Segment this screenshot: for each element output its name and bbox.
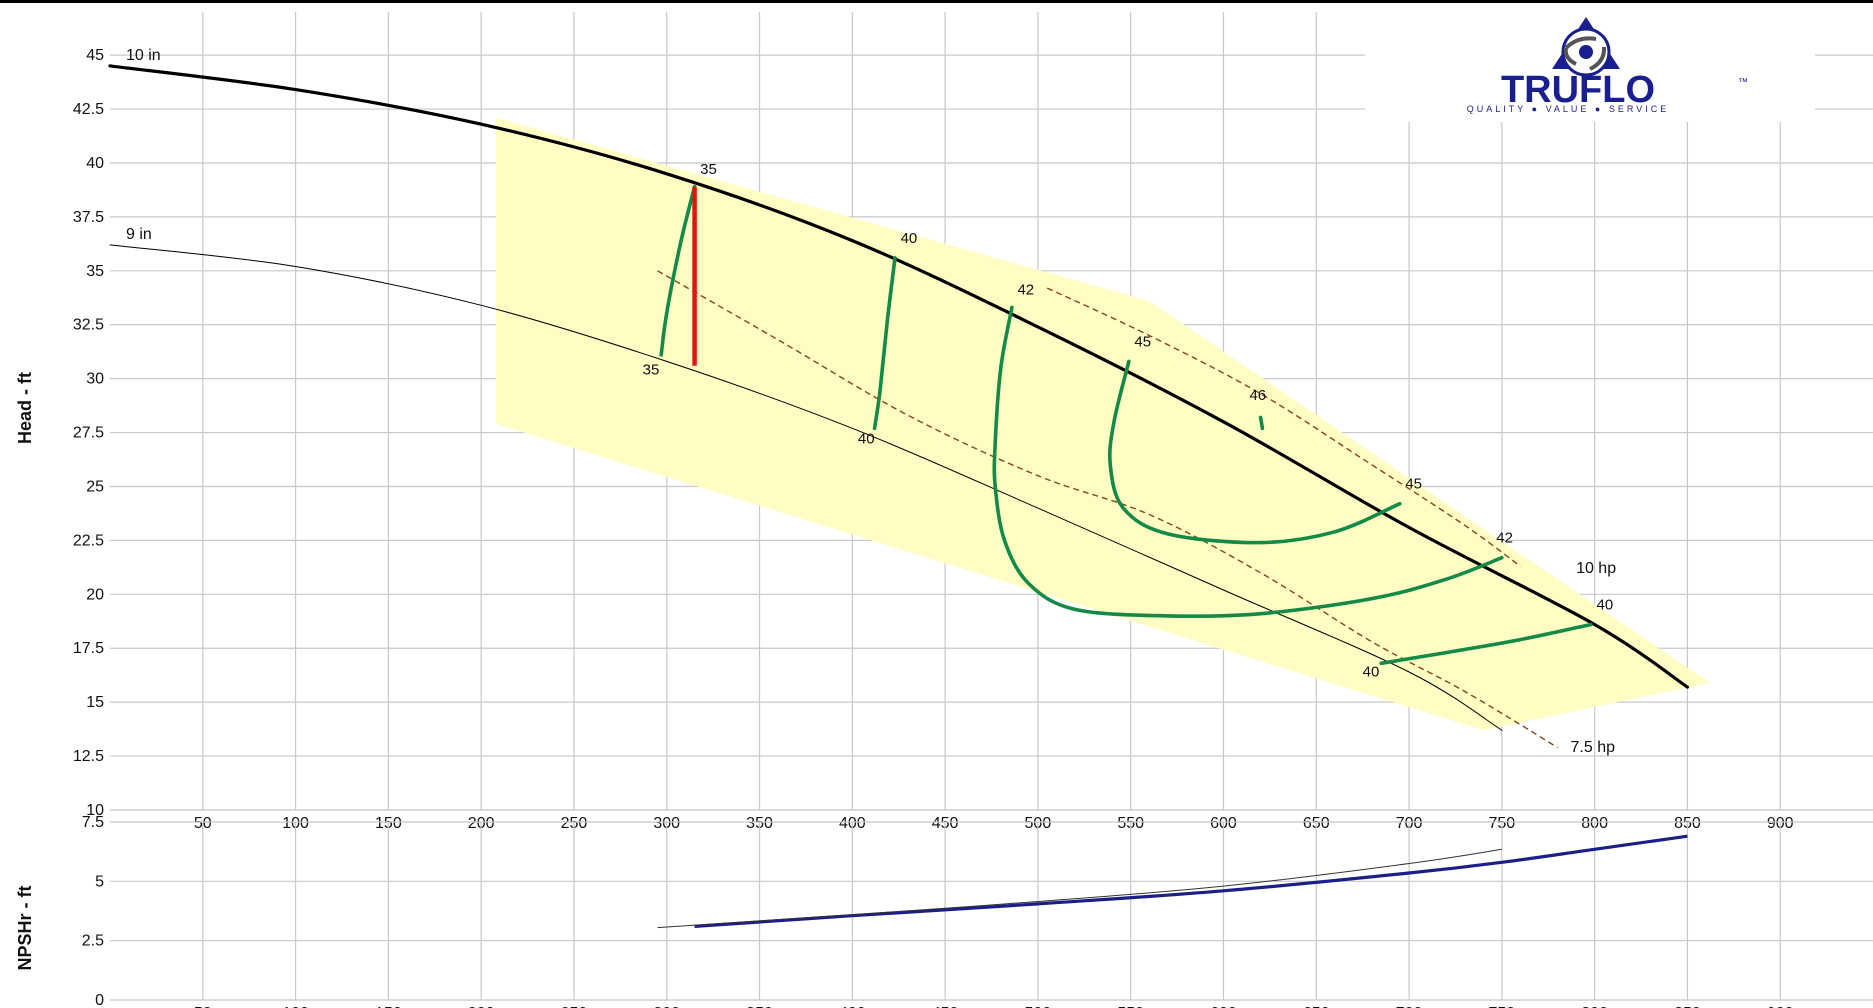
npsh-x-tick-500: 500 — [1025, 1005, 1052, 1008]
impeller-curve-10-in — [108, 64, 1689, 689]
efficiency-curves-layer — [659, 184, 1593, 666]
npsh-axis-title-text: NPSHr - ft — [15, 885, 35, 970]
efficiency-label-40-3: 40 — [858, 430, 875, 447]
head-y-tick-17-5: 17.5 — [73, 640, 104, 657]
efficiency-curve-40-5 — [1379, 622, 1593, 666]
npsh-axis-title: NPSHr - ft — [15, 885, 35, 970]
npsh-y-tick-2-5: 2.5 — [82, 933, 104, 950]
logo-impeller-vane-icon — [1563, 36, 1607, 71]
labels-layer: 10 in 9 in 10 hp 7.5 hp 35 35 40 40 42 45 46 45 42 40… — [126, 47, 1616, 756]
npsh-x-tick-100: 100 — [282, 1005, 309, 1008]
npsh-x-tick-300: 300 — [653, 1005, 680, 1008]
impeller-curves-layer — [108, 64, 1689, 731]
efficiency-curve-42-2 — [992, 305, 1504, 619]
efficiency-label-40-10: 40 — [1363, 663, 1380, 680]
npsh-x-tick-650: 650 — [1303, 1005, 1330, 1008]
npsh-x-tick-150: 150 — [375, 1005, 402, 1008]
npsh-x-tick-750: 750 — [1488, 1005, 1515, 1008]
npsh-x-tick-550: 550 — [1117, 1005, 1144, 1008]
npsh-x-tick-200: 200 — [468, 1005, 495, 1008]
head-y-tick-32-5: 32.5 — [73, 317, 104, 334]
npsh-x-tick-250: 250 — [561, 1005, 588, 1008]
operating-envelope-layer — [496, 117, 1710, 731]
head-y-tick-30: 30 — [86, 371, 104, 388]
top-border — [0, 0, 1873, 3]
power-curve-10-hp — [1046, 287, 1521, 567]
npsh-y-tick-5: 5 — [95, 873, 104, 890]
logo-tagline: QUALITY ● VALUE ● SERVICE — [1467, 104, 1669, 114]
efficiency-curve-40-1 — [872, 256, 897, 431]
head-y-tick-20: 20 — [86, 586, 104, 603]
head-y-tick-45: 45 — [86, 47, 104, 64]
npsh-x-tick-800: 800 — [1581, 1005, 1608, 1008]
efficiency-label-35-0: 35 — [700, 161, 717, 178]
head-y-tick-10: 10 — [86, 802, 104, 819]
impeller-curve-9-in — [109, 244, 1503, 731]
npsh-x-tick-400: 400 — [839, 1005, 866, 1008]
efficiency-label-45-7: 45 — [1405, 476, 1422, 493]
impeller-label-9-in: 9 in — [126, 226, 152, 243]
efficiency-curve-35-0 — [659, 184, 697, 357]
efficiency-label-42-8: 42 — [1496, 530, 1513, 547]
power-label-7-5-hp: 7.5 hp — [1571, 739, 1616, 756]
head-y-tick-25: 25 — [86, 478, 104, 495]
efficiency-curve-46-4 — [1258, 415, 1265, 431]
npsh-y-tick-0: 0 — [95, 992, 104, 1008]
npsh-x-tick-850: 850 — [1674, 1005, 1701, 1008]
npsh-x-tick-600: 600 — [1210, 1005, 1237, 1008]
head-y-tick-27-5: 27.5 — [73, 425, 104, 442]
head-axis-title: Head - ft — [15, 372, 35, 444]
operating-envelope — [496, 117, 1710, 731]
npsh-x-tick-350: 350 — [746, 1005, 773, 1008]
power-curves-layer — [657, 270, 1558, 749]
head-y-tick-35: 35 — [86, 263, 104, 280]
logo-trademark: ™ — [1738, 77, 1748, 88]
head-y-tick-37-5: 37.5 — [73, 209, 104, 226]
power-label-10-hp: 10 hp — [1576, 560, 1616, 577]
npsh-grid: 5010015020025030035040045050055060065070… — [82, 814, 1873, 1008]
efficiency-label-40-2: 40 — [901, 230, 918, 247]
npsh-curve-9-in — [657, 848, 1502, 929]
truflo-logo: TRUFLO ™ QUALITY ● VALUE ● SERVICE — [1365, 10, 1815, 122]
efficiency-label-42-4: 42 — [1017, 282, 1034, 299]
impeller-label-10-in: 10 in — [126, 47, 161, 64]
efficiency-label-35-1: 35 — [643, 361, 660, 378]
npsh-x-tick-50: 50 — [194, 1005, 212, 1008]
npsh-curve-10-in — [694, 834, 1688, 928]
power-curve-7-5-hp — [657, 270, 1558, 749]
head-y-tick-12-5: 12.5 — [73, 748, 104, 765]
efficiency-label-45-5: 45 — [1134, 333, 1151, 350]
npsh-y-tick-7-5: 7.5 — [82, 814, 104, 831]
logo-brand: TRUFLO — [1501, 69, 1655, 111]
npsh-x-tick-450: 450 — [932, 1005, 959, 1008]
efficiency-label-46-6: 46 — [1249, 387, 1266, 404]
logo-impeller-hub-icon — [1579, 45, 1593, 59]
head-y-tick-15: 15 — [86, 694, 104, 711]
npsh-curves-layer — [657, 834, 1688, 929]
efficiency-label-40-9: 40 — [1596, 596, 1613, 613]
npsh-x-tick-700: 700 — [1396, 1005, 1423, 1008]
head-y-tick-40: 40 — [86, 155, 104, 172]
head-y-tick-42-5: 42.5 — [73, 101, 104, 118]
efficiency-curve-45-3 — [1107, 359, 1402, 545]
npsh-x-tick-900: 900 — [1767, 1005, 1794, 1008]
head-y-tick-22-5: 22.5 — [73, 532, 104, 549]
head-axis-title-text: Head - ft — [15, 372, 35, 444]
